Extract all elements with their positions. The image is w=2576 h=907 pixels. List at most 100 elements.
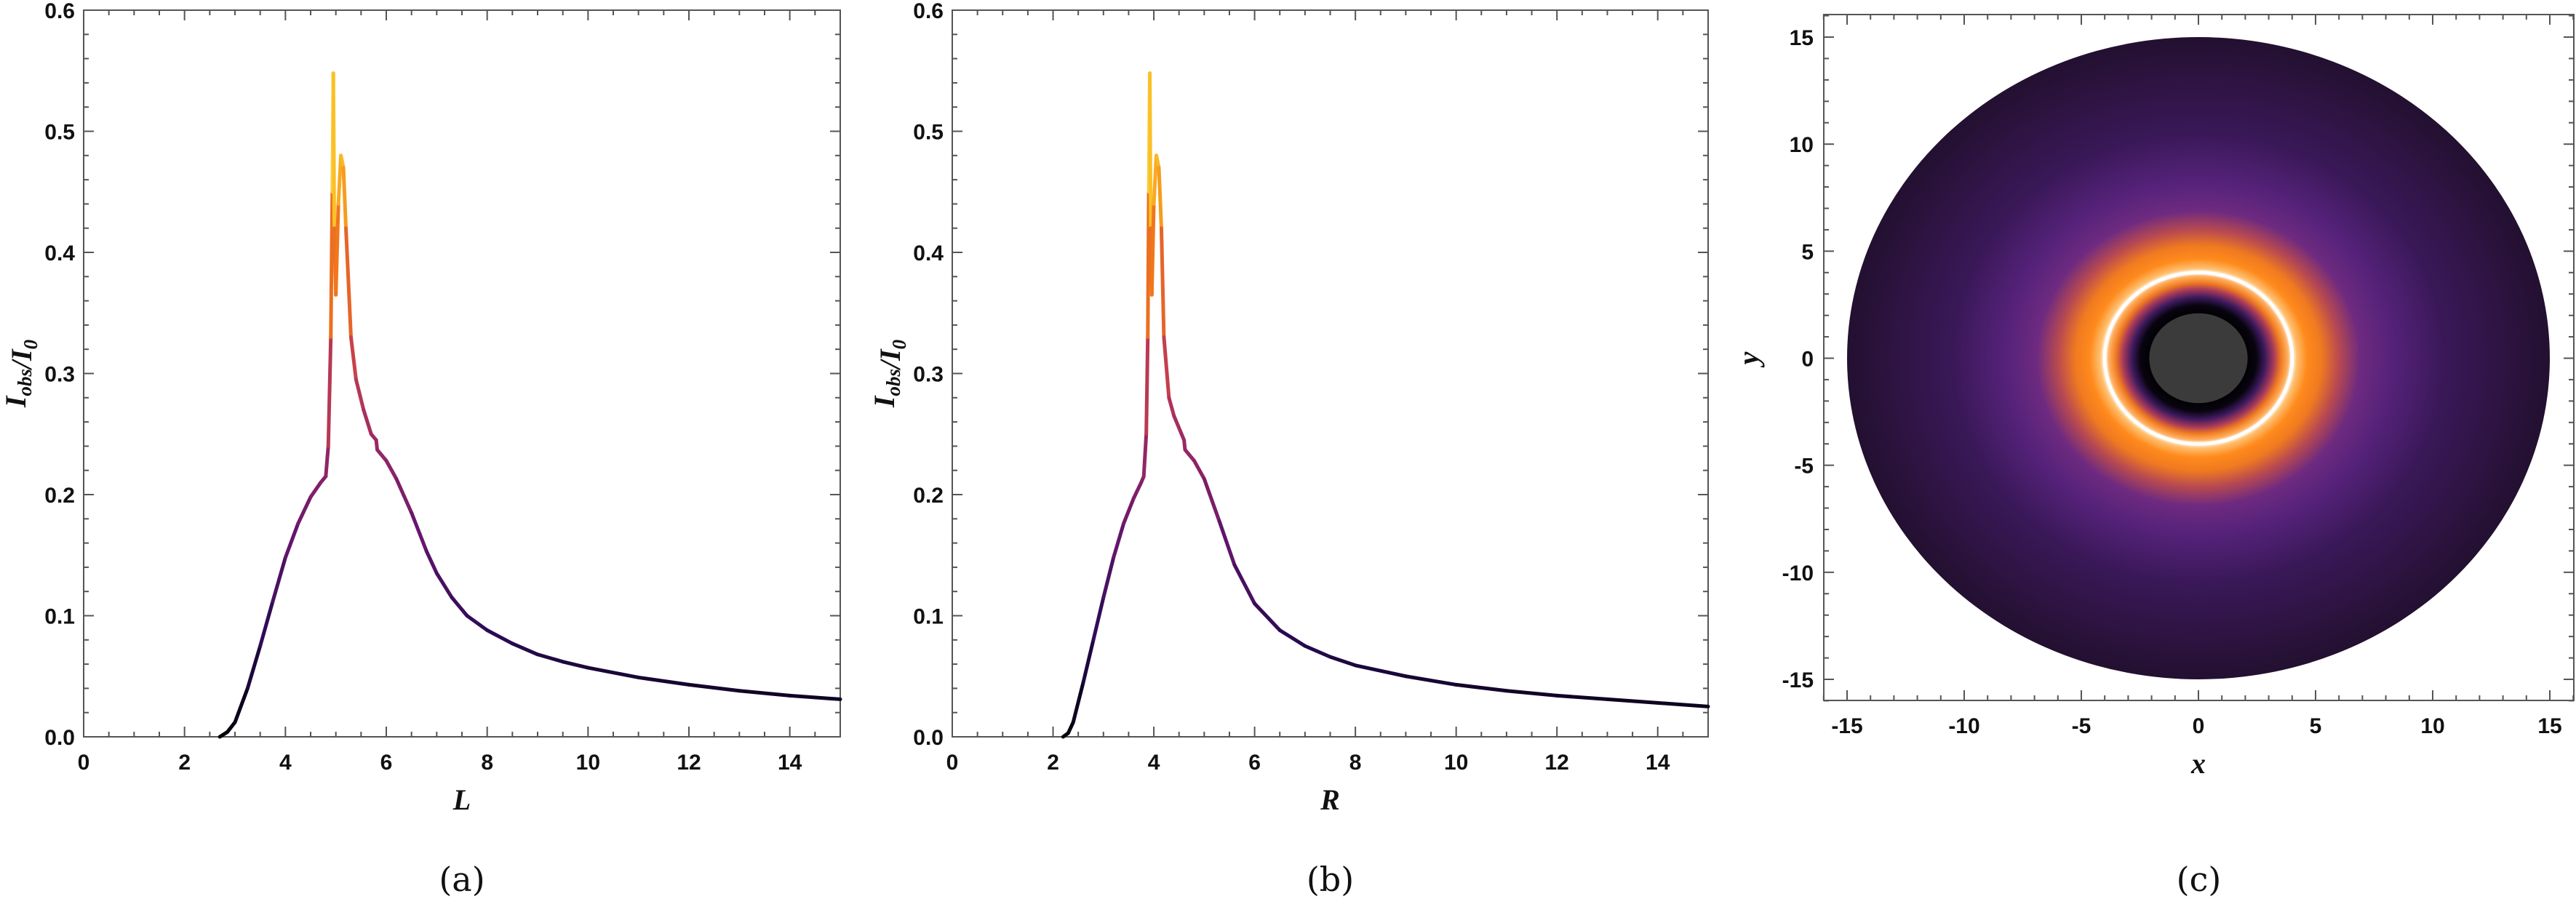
- y-tick-label: 0.5: [913, 121, 944, 145]
- y-tick-label: 5: [1801, 240, 1814, 264]
- panel-b: 0 2 4 6 8 10 12 140.00.10.20.30.40.50.6RIobs/I0…: [868, 0, 1710, 899]
- x-tick-label: 14: [1646, 751, 1670, 775]
- x-tick-label: 6: [380, 751, 393, 775]
- curve-segment: [1504, 689, 1559, 698]
- curve-segment: [1155, 153, 1161, 169]
- panel-caption: (c): [2177, 860, 2222, 899]
- y-label-part: I: [0, 395, 32, 408]
- curve-segment: [1217, 519, 1237, 567]
- curve-segment: [1101, 556, 1116, 600]
- curve-segment: [348, 335, 358, 382]
- curve-segment: [1122, 496, 1136, 526]
- curve-segment: [324, 444, 330, 479]
- curve-segment: [687, 682, 741, 693]
- y-label-part: 0: [888, 339, 910, 349]
- y-axis-label: Iobs/I0: [0, 339, 41, 408]
- x-tick-label: 6: [1248, 751, 1261, 775]
- curve-segment: [1656, 700, 1710, 708]
- y-tick-label: 0: [1801, 348, 1814, 372]
- plot-frame: [952, 9, 1709, 738]
- curve-segment: [362, 407, 373, 436]
- y-tick-label: -15: [1782, 668, 1814, 692]
- curve-segment: [485, 628, 514, 646]
- curve-segment: [1146, 190, 1151, 340]
- x-tick-label: -5: [2072, 714, 2091, 738]
- y-tick-label: 0.0: [913, 726, 944, 750]
- curve-segment: [1159, 226, 1166, 340]
- y-tick-label: 0.2: [913, 484, 944, 508]
- y-label-part: obs: [882, 369, 904, 396]
- curve-segment: [1071, 680, 1085, 724]
- x-tick-label: 15: [2537, 714, 2561, 738]
- curve-segment: [1162, 335, 1171, 400]
- curve-segment: [375, 447, 388, 463]
- x-axis-label: x: [2190, 747, 2206, 780]
- curve-segment: [1605, 697, 1660, 705]
- x-tick-label: 10: [1444, 751, 1468, 775]
- curve-segment: [245, 644, 263, 690]
- x-tick-label: 2: [178, 751, 191, 775]
- y-tick-label: 0.1: [44, 605, 75, 629]
- curve-segment: [341, 165, 348, 231]
- curve-segment: [334, 201, 340, 297]
- curve-segment: [1303, 644, 1332, 659]
- curve-segment: [308, 480, 323, 499]
- y-tick-label: 0.6: [44, 0, 75, 23]
- curve-segment: [1157, 165, 1163, 231]
- curve-segment: [1454, 682, 1509, 693]
- curve-segment: [354, 377, 366, 412]
- curve-segment: [535, 652, 565, 664]
- curve-segment: [1192, 458, 1206, 481]
- curve-segment: [586, 666, 641, 679]
- x-axis-label: L: [452, 783, 471, 816]
- x-tick-label: 10: [576, 751, 600, 775]
- curve-segment: [1403, 674, 1459, 687]
- y-tick-label: -5: [1794, 455, 1814, 479]
- curve-segment: [384, 458, 399, 481]
- curve-segment: [788, 693, 842, 701]
- y-tick-label: 0.1: [913, 605, 944, 629]
- curve-segment: [296, 495, 313, 526]
- x-tick-label: 8: [1349, 751, 1362, 775]
- curve-segment: [1066, 720, 1075, 735]
- panel-caption: (b): [1307, 860, 1354, 899]
- curve-segment: [1328, 655, 1357, 668]
- curve-segment: [450, 596, 469, 618]
- curve-segment: [434, 571, 454, 600]
- curve-segment: [1091, 596, 1106, 642]
- curve-segment: [329, 190, 335, 340]
- curve-segment: [226, 720, 237, 734]
- x-tick-label: 5: [2310, 714, 2322, 738]
- y-axis-label: Iobs/I0: [868, 339, 910, 408]
- curve-segment: [1167, 396, 1176, 418]
- curve-segment: [561, 660, 590, 670]
- y-tick-label: 0.3: [913, 363, 944, 387]
- curve-segment: [410, 511, 428, 554]
- y-label-part: obs: [14, 369, 36, 396]
- x-tick-label: 8: [481, 751, 493, 775]
- photon-ring: [2102, 271, 2294, 446]
- y-tick-label: 0.6: [913, 0, 944, 23]
- x-tick-label: 12: [677, 751, 701, 775]
- curve-segment: [1353, 663, 1408, 679]
- x-tick-label: 12: [1545, 751, 1569, 775]
- curve-segment: [233, 686, 250, 724]
- y-label-part: /: [874, 358, 906, 371]
- curve-segment: [1183, 447, 1196, 463]
- y-label-part: /: [5, 358, 38, 371]
- curve-segment: [271, 556, 287, 604]
- curve-segment: [331, 71, 337, 231]
- panel-a: 0 2 4 6 8 10 12 140.00.10.20.30.40.50.6LIobs/I0…: [0, 0, 842, 899]
- y-label-part: I: [5, 348, 38, 361]
- y-tick-label: 0.5: [44, 121, 75, 145]
- y-label-part: I: [874, 348, 906, 361]
- y-tick-label: 0.2: [44, 484, 75, 508]
- curve-segment: [258, 599, 275, 648]
- y-tick-label: 0.3: [44, 363, 75, 387]
- panel-c: -15 -10 -5 0 5 10 15 -15 -10 -5 0 5 10 15 x y (c): [1732, 14, 2575, 899]
- curve-segment: [1277, 628, 1307, 648]
- x-tick-label: 4: [1148, 751, 1160, 775]
- curve-segment: [1149, 201, 1156, 297]
- curve-segment: [510, 642, 540, 657]
